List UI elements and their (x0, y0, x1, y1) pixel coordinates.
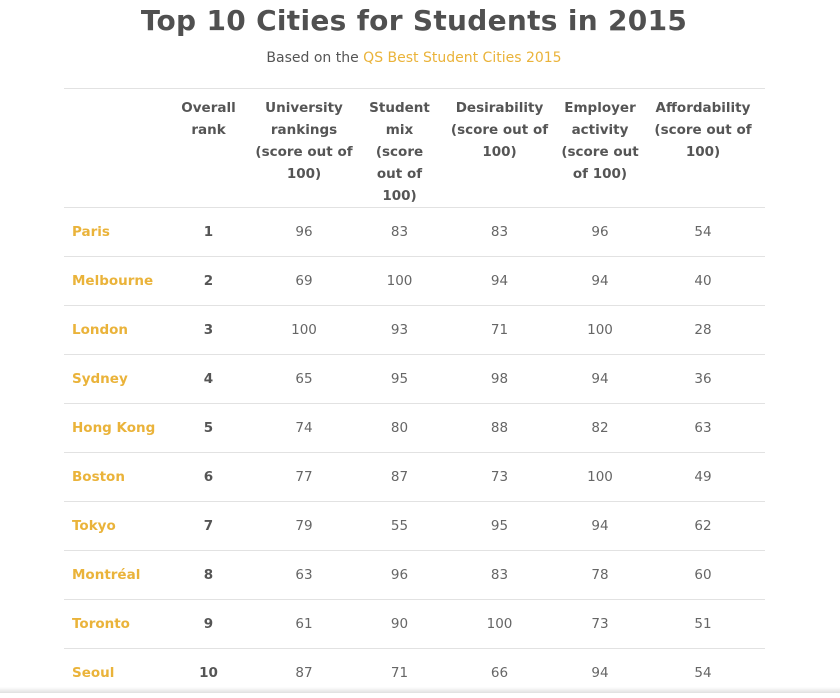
student-mix-score: 80 (359, 403, 440, 453)
employer-score: 94 (559, 354, 641, 404)
university-score: 69 (249, 256, 359, 306)
affordability-score: 63 (641, 403, 765, 453)
affordability-score: 28 (641, 305, 765, 355)
affordability-score: 36 (641, 354, 765, 404)
desirability-score: 94 (440, 256, 559, 306)
employer-score: 96 (559, 207, 641, 257)
desirability-score: 71 (440, 305, 559, 355)
subtitle-prefix: Based on the (266, 50, 364, 66)
header-affordability: Affordability (score out of 100) (641, 88, 765, 208)
table-row: Seoul 10 87 71 66 94 54 (64, 649, 765, 698)
city-name: Sydney (64, 354, 168, 404)
student-mix-score: 96 (359, 550, 440, 600)
employer-score: 94 (591, 665, 609, 682)
overall-rank: 4 (168, 354, 249, 404)
city-name: Paris (64, 207, 168, 257)
table-row: Hong Kong 5 74 80 88 82 63 (64, 403, 765, 453)
affordability-score: 49 (641, 452, 765, 502)
overall-rank: 10 (199, 665, 218, 682)
city-name: Boston (64, 452, 168, 502)
university-score: 61 (249, 599, 359, 649)
header-university-rankings: University rankings (score out of 100) (249, 88, 359, 208)
table-row: Melbourne 2 69 100 94 94 40 (64, 256, 765, 306)
desirability-score: 88 (440, 403, 559, 453)
affordability-score: 40 (641, 256, 765, 306)
employer-score: 78 (559, 550, 641, 600)
university-score: 87 (295, 665, 313, 682)
desirability-score: 98 (440, 354, 559, 404)
desirability-score: 100 (440, 599, 559, 649)
employer-score: 73 (559, 599, 641, 649)
city-name: Tokyo (64, 501, 168, 551)
overall-rank: 1 (168, 207, 249, 257)
employer-score: 100 (559, 452, 641, 502)
table-row: Paris 1 96 83 83 96 54 (64, 207, 765, 257)
city-name: Montréal (64, 550, 168, 600)
header-desirability: Desirability (score out of 100) (440, 88, 559, 208)
university-score: 63 (249, 550, 359, 600)
bottom-edge-shadow (0, 687, 840, 693)
page-title: Top 10 Cities for Students in 2015 (140, 4, 688, 37)
table-row: Tokyo 7 79 55 95 94 62 (64, 501, 765, 551)
city-name: Seoul (72, 665, 115, 682)
desirability-score: 95 (440, 501, 559, 551)
table-row: London 3 100 93 71 100 28 (64, 305, 765, 355)
page-subtitle: Based on the QS Best Student Cities 2015 (0, 50, 828, 66)
overall-rank: 2 (168, 256, 249, 306)
overall-rank: 9 (168, 599, 249, 649)
city-name: London (64, 305, 168, 355)
student-mix-score: 100 (359, 256, 440, 306)
overall-rank: 7 (168, 501, 249, 551)
student-mix-score: 93 (359, 305, 440, 355)
desirability-score: 83 (440, 550, 559, 600)
desirability-score: 66 (490, 665, 509, 682)
affordability-score: 54 (641, 207, 765, 257)
table-header-row: Overall rank University rankings (score … (64, 88, 765, 208)
university-score: 79 (249, 501, 359, 551)
student-mix-score: 71 (390, 665, 409, 682)
affordability-score: 54 (694, 665, 712, 682)
source-link[interactable]: QS Best Student Cities 2015 (363, 50, 562, 66)
student-mix-score: 83 (359, 207, 440, 257)
header-student-mix: Student mix (score out of 100) (359, 88, 440, 208)
student-mix-score: 95 (359, 354, 440, 404)
student-mix-score: 55 (359, 501, 440, 551)
employer-score: 100 (559, 305, 641, 355)
employer-score: 82 (559, 403, 641, 453)
overall-rank: 8 (168, 550, 249, 600)
table-row: Boston 6 77 87 73 100 49 (64, 452, 765, 502)
table-row: Sydney 4 65 95 98 94 36 (64, 354, 765, 404)
employer-score: 94 (559, 256, 641, 306)
city-name: Melbourne (64, 256, 168, 306)
university-score: 74 (249, 403, 359, 453)
university-score: 100 (249, 305, 359, 355)
city-name: Toronto (64, 599, 168, 649)
desirability-score: 83 (440, 207, 559, 257)
table-row: Toronto 9 61 90 100 73 51 (64, 599, 765, 649)
student-mix-score: 90 (359, 599, 440, 649)
desirability-score: 73 (440, 452, 559, 502)
affordability-score: 60 (641, 550, 765, 600)
university-score: 96 (249, 207, 359, 257)
employer-score: 94 (559, 501, 641, 551)
city-name: Hong Kong (64, 403, 168, 453)
overall-rank: 3 (168, 305, 249, 355)
university-score: 77 (249, 452, 359, 502)
table-row: Montréal 8 63 96 83 78 60 (64, 550, 765, 600)
header-employer-activity: Employer activity (score out of 100) (559, 88, 641, 208)
header-city (64, 88, 168, 208)
header-overall-rank: Overall rank (168, 88, 249, 208)
affordability-score: 62 (641, 501, 765, 551)
affordability-score: 51 (641, 599, 765, 649)
university-score: 65 (249, 354, 359, 404)
cities-table: Overall rank University rankings (score … (64, 88, 765, 698)
student-mix-score: 87 (359, 452, 440, 502)
overall-rank: 5 (168, 403, 249, 453)
overall-rank: 6 (168, 452, 249, 502)
